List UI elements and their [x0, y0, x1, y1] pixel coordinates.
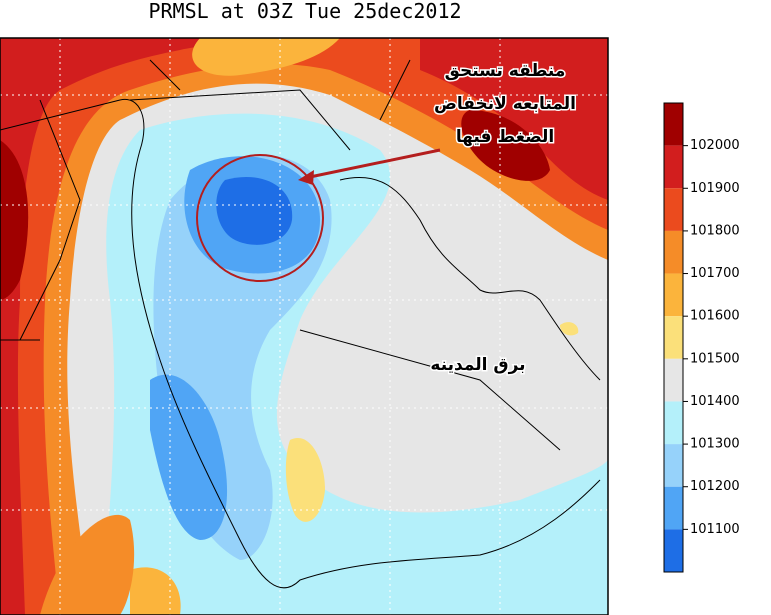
colorbar-label: 101400 [690, 394, 740, 409]
map-title: PRMSL at 03Z Tue 25dec2012 [148, 0, 461, 23]
colorbar-label: 101200 [690, 479, 740, 494]
annotation: برق المدينه [430, 355, 525, 375]
colorbar-label: 101900 [690, 181, 740, 196]
colorbar-swatch [664, 230, 683, 274]
colorbar-swatch [664, 145, 683, 189]
colorbar-swatch [664, 529, 683, 572]
colorbar-swatch [664, 358, 683, 402]
colorbar-label: 101700 [690, 266, 740, 281]
annotation: منطقه تستحق [445, 61, 566, 81]
colorbar-swatch [664, 486, 683, 530]
colorbar-label: 101600 [690, 309, 740, 324]
colorbar-label: 102000 [690, 138, 740, 153]
colorbar-swatch [664, 103, 683, 146]
pressure-map [0, 37, 609, 615]
colorbar-label: 101800 [690, 223, 740, 238]
colorbar-swatch [664, 188, 683, 231]
colorbar-swatch [664, 401, 683, 445]
colorbar-label: 101500 [690, 351, 740, 366]
colorbar-swatch [664, 273, 683, 317]
colorbar-swatch [664, 444, 683, 487]
annotation: الضغط فيها [456, 127, 554, 147]
colorbar-label: 101100 [690, 522, 740, 537]
annotation: المتابعه لانخفاض [434, 94, 576, 114]
colorbar-swatch [664, 316, 683, 359]
colorbar: 102000 101900 101800 101700 101600 101500 1014… [663, 102, 740, 573]
colorbar-frame [663, 102, 684, 573]
colorbar-label: 101300 [690, 437, 740, 452]
